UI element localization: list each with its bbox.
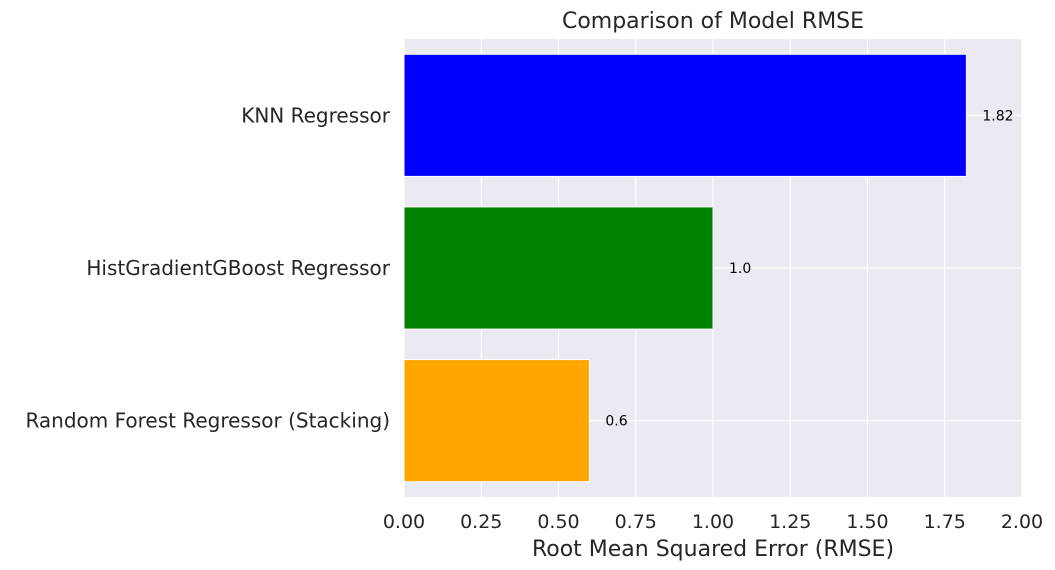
category-label: Random Forest Regressor (Stacking) [25, 409, 390, 433]
x-axis-label: Root Mean Squared Error (RMSE) [532, 537, 894, 562]
category-label: KNN Regressor [241, 103, 391, 127]
category-label: HistGradientGBoost Regressor [86, 256, 390, 280]
x-tick-label: 0.50 [537, 511, 579, 533]
data-label: 1.82 [982, 108, 1013, 124]
x-tick-label: 0.75 [615, 511, 657, 533]
x-tick-label: 1.75 [924, 511, 966, 533]
x-tick-label: 1.00 [692, 511, 734, 533]
data-labels: 0.6 1.0 1.82 [605, 108, 1013, 429]
bars [403, 53, 967, 483]
data-label: 0.6 [605, 414, 627, 430]
x-tick-label: 1.50 [846, 511, 888, 533]
x-tick-label: 1.25 [769, 511, 811, 533]
bar [403, 53, 967, 177]
x-tick-label: 0.00 [383, 511, 425, 533]
category-labels: Random Forest Regressor (Stacking) HistGr… [25, 103, 390, 432]
x-tick-label: 2.00 [1001, 511, 1043, 533]
x-tick-labels: 0.00 0.25 0.50 0.75 1.00 1.25 1.50 1.75 2.00 [383, 511, 1043, 533]
data-label: 1.0 [729, 261, 751, 277]
chart-title: Comparison of Model RMSE [562, 9, 864, 34]
bar [403, 206, 714, 330]
bar [403, 359, 590, 483]
x-tick-label: 0.25 [460, 511, 502, 533]
